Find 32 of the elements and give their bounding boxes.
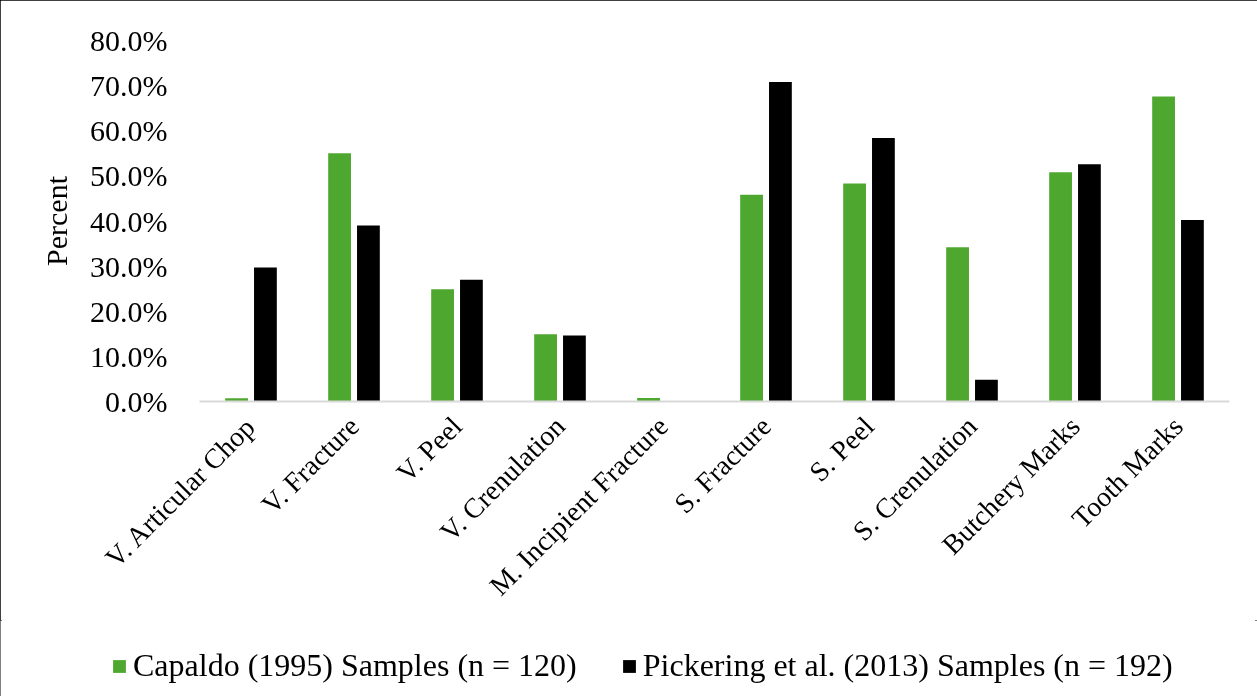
bar	[1181, 220, 1204, 402]
x-tick-label: V. Peel	[390, 410, 469, 489]
x-tick-label: S. Peel	[803, 410, 881, 488]
bar	[1152, 96, 1175, 402]
legend-label: Capaldo (1995) Samples (n = 120)	[133, 647, 577, 684]
y-tick-label: 10.0%	[90, 339, 168, 373]
bar	[946, 247, 969, 402]
legend-label: Pickering et al. (2013) Samples (n = 192)	[642, 647, 1173, 684]
bar	[328, 153, 351, 402]
bar	[769, 82, 792, 402]
y-tick-label: 60.0%	[90, 114, 168, 148]
bar	[534, 334, 557, 402]
bar	[872, 137, 895, 402]
bar	[357, 225, 380, 402]
y-tick-label: 80.0%	[90, 24, 168, 57]
y-tick-label: 0.0%	[105, 385, 168, 418]
bar	[975, 379, 998, 402]
bar	[460, 279, 483, 402]
y-tick-label: 70.0%	[90, 69, 168, 103]
y-tick-label: 20.0%	[90, 294, 168, 328]
bar	[843, 183, 866, 402]
bar	[563, 335, 586, 402]
bar	[431, 289, 454, 402]
y-tick-label: 40.0%	[90, 204, 168, 238]
bar	[225, 398, 248, 402]
bar	[1078, 164, 1101, 402]
bar	[254, 267, 277, 402]
y-tick-label: 30.0%	[90, 249, 168, 283]
bar	[740, 194, 763, 402]
y-tick-label: 50.0%	[90, 159, 168, 193]
bar	[1049, 172, 1072, 402]
y-axis-title: Percent	[40, 175, 74, 266]
